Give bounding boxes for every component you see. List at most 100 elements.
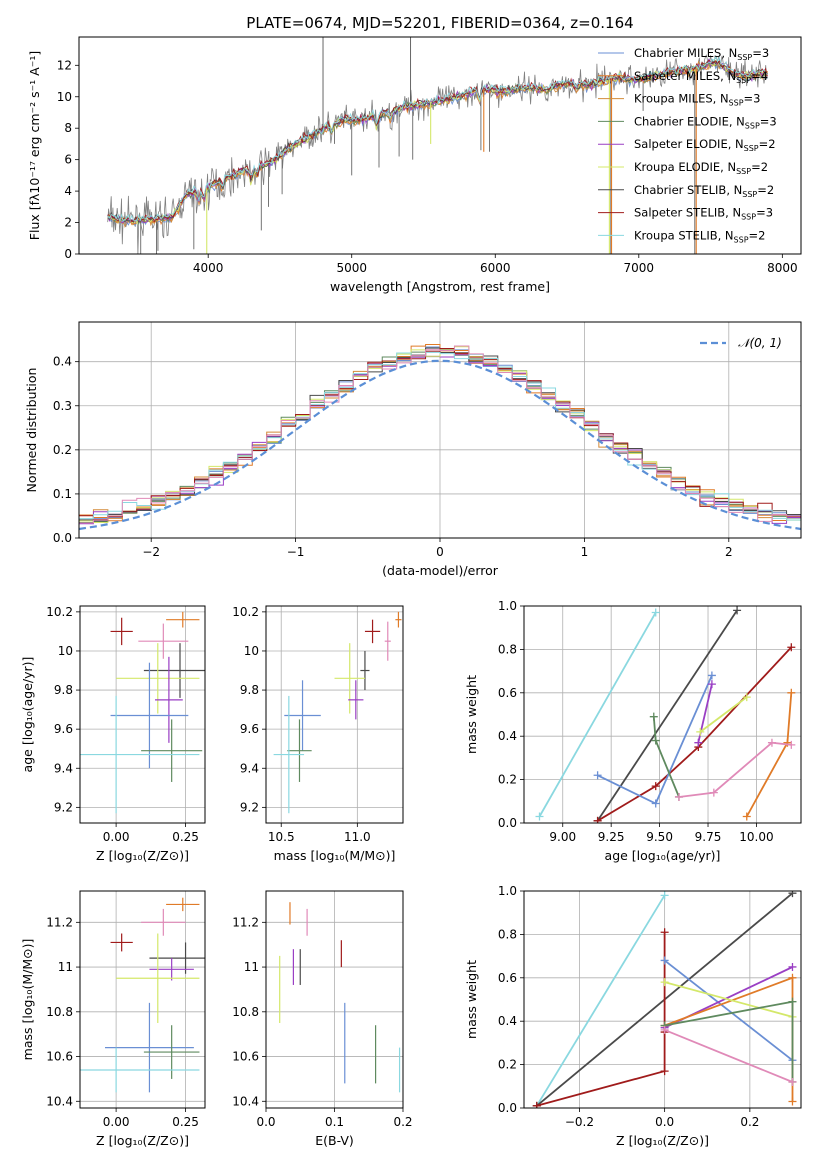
mass-weight-vs-age-marker-7-0 <box>742 812 751 821</box>
residuals-ytick-label-3: 0.3 <box>53 399 72 413</box>
mass-weight-vs-Z-ytick-label-4: 0.8 <box>498 927 517 941</box>
mass-weight-vs-age-marker-3-2 <box>707 671 716 680</box>
mass-weight-vs-age-marker-4-1 <box>651 736 660 745</box>
mass-weight-vs-age-xtick-label-4: 10.00 <box>739 830 773 844</box>
age-vs-Z-panel: 0.00 0.25 9.2 9.4 9.6 9.8 10 10.2 Z [log₁₀(Z/Z⊙)… <box>20 605 206 863</box>
age-vs-mass-xlabel: mass [log₁₀(M/M⊙)] <box>274 848 396 863</box>
spectrum-ytick-label-4: 8 <box>64 121 72 135</box>
age-vs-Z-xlabel: Z [log₁₀(Z/Z⊙)] <box>96 848 189 863</box>
mass-vs-Z-point-3 <box>149 942 205 974</box>
spectrum-xtick-label-1: 5000 <box>336 261 367 275</box>
mass-weight-vs-age-ytick-label-1: 0.2 <box>498 773 517 787</box>
mass-vs-EBV-ytick-label-4: 11.2 <box>232 915 259 929</box>
spectrum-xtick-label-4: 8000 <box>767 261 798 275</box>
age-vs-Z-ytick-label-3: 9.8 <box>54 683 73 697</box>
age-vs-Z-point-4 <box>116 643 200 714</box>
age-vs-Z-ytick-label-5: 10.2 <box>46 605 73 619</box>
mass-vs-Z-ytick-label-0: 10.4 <box>46 1094 73 1108</box>
mass-weight-vs-age-xlabel: age [log₁₀(age/yr)] <box>605 848 721 863</box>
age-vs-mass-plot-area <box>273 611 402 814</box>
spectrum-xlabel: wavelength [Angstrom, rest frame] <box>330 279 550 294</box>
age-vs-mass-point-1 <box>364 619 381 644</box>
age-vs-Z-point-1 <box>166 611 200 628</box>
residuals-xtick-label-0: −2 <box>142 545 160 559</box>
mass-weight-vs-age-marker-0-0 <box>535 812 544 821</box>
mass-weight-vs-Z-panel: −0.2 0.0 0.2 0.0 0.2 0.4 0.6 0.8 1.0 Z [log₁₀(Z/Z… <box>464 884 802 1148</box>
mass-weight-vs-Z-ytick-label-3: 0.6 <box>498 971 517 985</box>
mass-weight-vs-Z-ytick-label-1: 0.2 <box>498 1058 517 1072</box>
spectrum-plot-area <box>107 37 768 254</box>
residuals-legend-label: 𝒩(0, 1) <box>738 336 782 350</box>
mass-weight-vs-age-plot-area <box>535 606 796 823</box>
mass-weight-vs-age-xtick-label-3: 9.75 <box>695 830 722 844</box>
age-vs-Z-ytick-label-0: 9.2 <box>54 800 73 814</box>
mass-vs-Z-ytick-label-3: 11 <box>58 960 73 974</box>
legend-entry-2: Kroupa MILES, NSSP=3 <box>634 92 760 108</box>
age-vs-Z-ytick-label-2: 9.6 <box>54 722 73 736</box>
mass-weight-vs-age-marker-3-0 <box>593 771 602 780</box>
mass-weight-vs-age-marker-6-0 <box>696 727 705 736</box>
mass-weight-vs-age-marker-8-3 <box>787 740 796 749</box>
mass-vs-Z-point-5 <box>116 933 200 1023</box>
age-vs-mass-point-3 <box>360 650 370 691</box>
mass-weight-vs-age-ytick-label-4: 0.8 <box>498 642 517 656</box>
mass-weight-vs-age-series-8 <box>678 741 792 798</box>
mass-weight-vs-age-ytick-label-5: 1.0 <box>498 599 517 613</box>
age-vs-Z-point-5 <box>155 656 183 743</box>
mass-vs-EBV-xtick-label-0: 0.0 <box>256 1115 275 1129</box>
spectrum-ytick-label-2: 4 <box>64 184 72 198</box>
mass-vs-Z-point-8 <box>80 1047 200 1093</box>
residuals-xtick-label-1: −1 <box>287 545 305 559</box>
mass-weight-vs-Z-marker-5-1 <box>788 973 797 982</box>
mass-vs-Z-ytick-label-4: 11.2 <box>46 915 73 929</box>
spectrum-panel: 4000 5000 6000 7000 8000 0 2 4 6 8 10 12 wavelength … <box>27 36 802 294</box>
mass-vs-EBV-xtick-label-1: 0.1 <box>325 1115 344 1129</box>
residuals-xlabel: (data-model)/error <box>382 563 499 578</box>
mass-vs-Z-ytick-label-1: 10.6 <box>46 1050 73 1064</box>
residuals-xtick-label-3: 1 <box>581 545 589 559</box>
legend-entry-1: Salpeter MILES, NSSP=4 <box>634 69 768 85</box>
mass-vs-Z-panel: 0.00 0.25 10.4 10.6 10.8 11 11.2 Z [log₁₀(Z/Z⊙)… <box>20 890 206 1148</box>
mass-weight-vs-age-marker-1-1 <box>733 606 742 615</box>
mass-weight-vs-age-frame <box>523 605 802 824</box>
residuals-panel: −2 −1 0 1 2 0.0 0.1 0.2 0.3 0.4 (data-model)/error… <box>24 321 802 578</box>
age-vs-mass-ytick-label-5: 10.2 <box>232 605 259 619</box>
mass-weight-vs-age-marker-2-3 <box>787 643 796 652</box>
mass-vs-Z-xtick-label-1: 0.25 <box>172 1115 199 1129</box>
mass-weight-vs-age-marker-8-2 <box>767 738 776 747</box>
mass-weight-vs-Z-series-8 <box>664 1029 793 1083</box>
mass-weight-vs-Z-xtick-label-1: 0.0 <box>655 1115 674 1129</box>
mass-weight-vs-age-marker-8-1 <box>709 788 718 797</box>
age-vs-mass-ytick-label-1: 9.4 <box>240 761 259 775</box>
age-vs-Z-ylabel: age [log₁₀(age/yr)] <box>20 657 35 773</box>
mass-weight-vs-age-marker-4-0 <box>649 712 658 721</box>
spectrum-legend: Chabrier MILES, NSSP=3 Salpeter MILES, NS… <box>598 46 777 244</box>
residuals-ytick-label-0: 0.0 <box>53 531 72 545</box>
age-vs-Z-xtick-label-1: 0.25 <box>172 830 199 844</box>
mass-weight-vs-Z-ytick-label-5: 1.0 <box>498 884 517 898</box>
mass-weight-vs-age-marker-5-1 <box>707 680 716 689</box>
mass-weight-vs-Z-marker-7-1 <box>788 997 797 1006</box>
mass-vs-Z-frame <box>79 890 206 1109</box>
mass-weight-vs-age-marker-3-1 <box>651 799 660 808</box>
mass-weight-vs-Z-marker-0-1 <box>660 891 669 900</box>
legend-entry-4: Salpeter ELODIE, NSSP=2 <box>634 137 776 153</box>
mass-vs-Z-ylabel: mass [log₁₀(M/M⊙)] <box>20 939 35 1061</box>
age-vs-Z-frame <box>79 605 206 824</box>
mass-weight-vs-Z-marker-3-0 <box>660 956 669 965</box>
age-vs-mass-ytick-label-0: 9.2 <box>240 800 259 814</box>
mass-weight-vs-Z-marker-2-3 <box>660 928 669 937</box>
residuals-ylabel: Normed distribution <box>24 368 39 493</box>
mass-weight-vs-age-marker-2-0 <box>593 816 602 823</box>
age-vs-mass-ytick-label-2: 9.6 <box>240 722 259 736</box>
residuals-ytick-label-1: 0.1 <box>53 487 72 501</box>
legend-entry-7: Salpeter STELIB, NSSP=3 <box>634 206 773 222</box>
residuals-frame <box>78 321 802 539</box>
mass-weight-vs-Z-marker-6-0 <box>660 978 669 987</box>
mass-weight-vs-Z-ytick-label-0: 0.0 <box>498 1101 517 1115</box>
age-vs-mass-panel: 10.5 11.0 9.2 9.4 9.6 9.8 10 10.2 mass [log₁₀(M/… <box>232 605 404 863</box>
spectrum-ylabel: Flux [fλ10⁻¹⁷ erg cm⁻² s⁻¹ A⁻¹] <box>27 51 42 240</box>
mass-weight-vs-age-ytick-label-0: 0.0 <box>498 816 517 830</box>
mass-weight-vs-age-xtick-label-1: 9.25 <box>598 830 625 844</box>
